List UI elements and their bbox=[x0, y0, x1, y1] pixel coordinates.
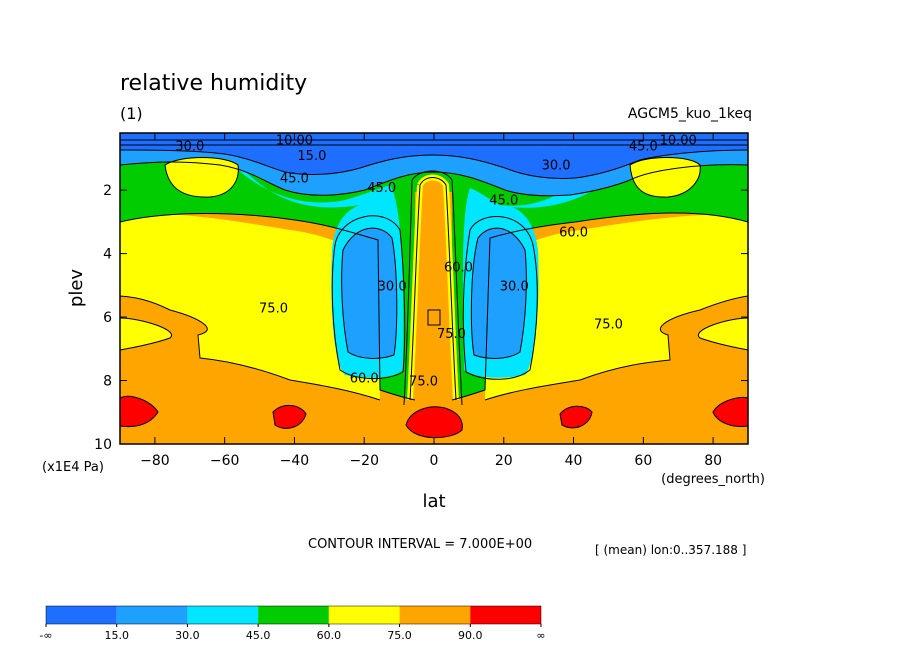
contour-label: 10.00 bbox=[276, 133, 313, 148]
field-blue bbox=[341, 228, 397, 359]
contour-label: 15.0 bbox=[297, 149, 326, 164]
colorbar-swatch bbox=[116, 606, 188, 624]
field-orange-column bbox=[410, 177, 456, 400]
contour-label: 30.0 bbox=[378, 279, 407, 294]
contour-label: 45.0 bbox=[280, 171, 309, 186]
y-tick-label: 6 bbox=[103, 310, 112, 326]
field-red bbox=[273, 405, 306, 429]
contour-label: 45.0 bbox=[367, 181, 396, 196]
colorbar-label: -∞ bbox=[39, 629, 52, 642]
y-tick-label: 8 bbox=[103, 374, 112, 390]
mean-note: [ (mean) lon:0..357.188 ] bbox=[595, 543, 746, 557]
x-tick-label: 20 bbox=[495, 453, 513, 469]
contour-label: 30.0 bbox=[175, 140, 204, 155]
contour-label: 60.0 bbox=[444, 260, 473, 275]
x-tick-label: −60 bbox=[210, 453, 240, 469]
field-yellow-top bbox=[165, 157, 239, 198]
field-yellow bbox=[580, 214, 748, 380]
field-deep-blue bbox=[120, 133, 748, 179]
colorbar-label: 60.0 bbox=[317, 629, 342, 642]
contour-label: 60.0 bbox=[559, 225, 588, 240]
colorbar-label: 30.0 bbox=[175, 629, 200, 642]
contour-label: 75.0 bbox=[259, 302, 288, 317]
colorbar-swatch bbox=[187, 606, 259, 624]
contour-labels: 10.00 10.00 30.0 15.0 30.0 45.0 45.0 45.0 45.0 60… bbox=[175, 133, 697, 389]
colorbar: -∞ 15.0 30.0 45.0 60.0 75.0 90.0 ∞ bbox=[39, 605, 546, 642]
field-red bbox=[713, 397, 748, 427]
y-tick-label: 2 bbox=[103, 183, 112, 199]
contour-interval: CONTOUR INTERVAL = 7.000E+00 bbox=[308, 537, 532, 552]
y-axis-unit: (x1E4 Pa) bbox=[42, 460, 104, 475]
y-tick-label: 10 bbox=[94, 437, 112, 453]
x-axis: −80 −60 −40 −20 0 20 40 60 80 bbox=[140, 133, 722, 469]
field-yellow bbox=[120, 213, 290, 380]
x-axis-unit: (degrees_north) bbox=[661, 472, 765, 487]
x-tick-label: 0 bbox=[430, 453, 439, 469]
colorbar-swatch bbox=[328, 606, 400, 624]
contour-label: 75.0 bbox=[437, 327, 466, 342]
x-tick-label: 60 bbox=[634, 453, 652, 469]
colorbar-swatch bbox=[470, 606, 541, 624]
model-label: AGCM5_kuo_1keq bbox=[628, 106, 752, 122]
chart-title: relative humidity bbox=[120, 71, 307, 96]
colorbar-swatch bbox=[399, 606, 471, 624]
y-axis: 2 4 6 8 10 bbox=[94, 183, 748, 453]
contour-field bbox=[120, 133, 748, 444]
x-tick-label: −40 bbox=[280, 453, 310, 469]
x-axis-label: lat bbox=[422, 491, 445, 512]
field-red bbox=[120, 396, 158, 427]
field-blue bbox=[471, 228, 527, 359]
colorbar-swatch bbox=[258, 606, 329, 624]
colorbar-label: 45.0 bbox=[246, 629, 271, 642]
y-axis-label: plev bbox=[66, 269, 87, 308]
x-tick-label: 40 bbox=[565, 453, 583, 469]
contour-label: 75.0 bbox=[594, 317, 623, 332]
contour-label: 60.0 bbox=[350, 371, 379, 386]
colorbar-label: 15.0 bbox=[104, 629, 129, 642]
colorbar-label: 90.0 bbox=[458, 629, 483, 642]
x-tick-label: −80 bbox=[140, 453, 170, 469]
y-tick-label: 4 bbox=[103, 247, 112, 263]
contour-label: 45.0 bbox=[489, 194, 518, 209]
colorbar-frame bbox=[45, 605, 542, 625]
chart-subtitle: (1) bbox=[120, 104, 143, 123]
contour-label: 30.0 bbox=[542, 159, 571, 174]
contour-label: 10.00 bbox=[660, 133, 697, 148]
colorbar-label: ∞ bbox=[536, 629, 545, 642]
colorbar-swatch bbox=[46, 606, 117, 624]
contour-label: 75.0 bbox=[409, 375, 438, 390]
x-tick-label: −20 bbox=[349, 453, 379, 469]
field-green bbox=[120, 150, 748, 400]
contour-label: 45.0 bbox=[629, 140, 658, 155]
colorbar-label: 75.0 bbox=[387, 629, 412, 642]
field-red bbox=[560, 406, 592, 428]
contour-label: 30.0 bbox=[500, 279, 529, 294]
field-red bbox=[406, 406, 463, 438]
x-tick-label: 80 bbox=[704, 453, 722, 469]
